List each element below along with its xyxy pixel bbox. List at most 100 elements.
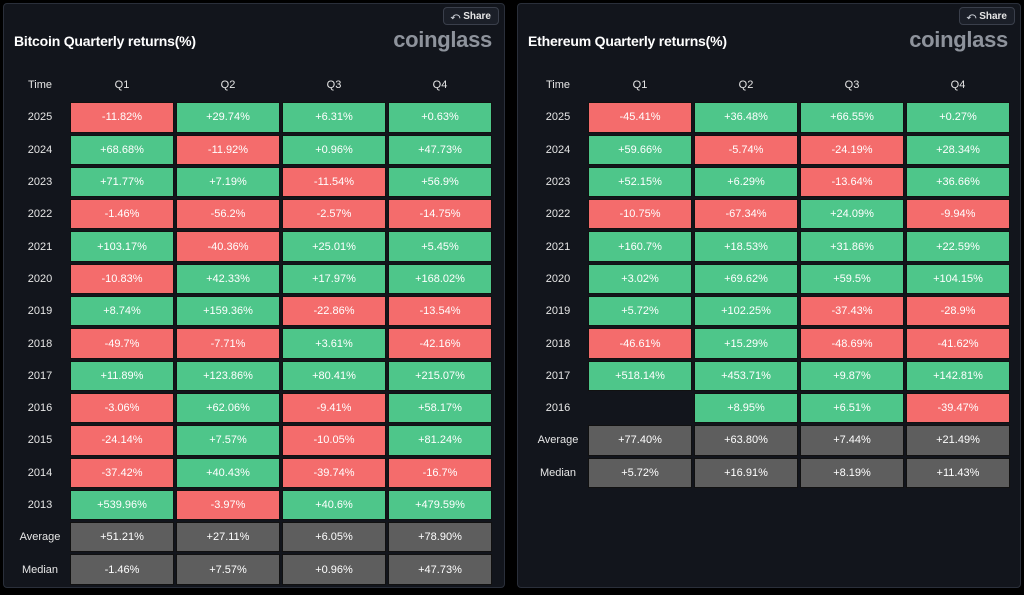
table-row: 2025 -45.41% +36.48% +66.55% +0.27%	[530, 102, 1010, 133]
year-label: 2019	[27, 305, 53, 318]
stat-cell: +16.91%	[694, 457, 798, 488]
return-cell: -11.92%	[176, 134, 280, 165]
return-cell: -13.64%	[800, 166, 904, 198]
table-row: 2021 +160.7% +18.53% +31.86% +22.59%	[530, 231, 1010, 262]
stat-row-average: Average +51.21% +27.11% +6.05% +78.90%	[12, 522, 492, 553]
return-cell: +142.81%	[906, 360, 1010, 391]
return-cell: +62.06%	[176, 392, 280, 424]
column-header-q2: Q2	[220, 79, 236, 92]
table-row: 2019 +5.72% +102.25% -37.43% -28.9%	[530, 296, 1010, 327]
return-cell: +6.51%	[800, 392, 904, 424]
table-row: 2022 -1.46% -56.2% -2.57% -14.75%	[12, 199, 492, 230]
return-cell: +24.09%	[800, 199, 904, 230]
coinglass-logo: coinglass	[909, 27, 1008, 52]
stat-cell: +27.11%	[176, 522, 280, 553]
return-cell: +59.66%	[588, 134, 692, 165]
column-header-q2: Q2	[738, 79, 754, 92]
stat-cell: +7.44%	[800, 425, 904, 456]
year-label: 2017	[27, 369, 53, 382]
return-cell: +5.45%	[388, 231, 492, 262]
stat-row-median: Median +5.72% +16.91% +8.19% +11.43%	[530, 457, 1010, 488]
return-cell: +479.59%	[388, 489, 492, 521]
share-label: Share	[979, 10, 1007, 22]
table-row: 2024 +59.66% -5.74% -24.19% +28.34%	[530, 134, 1010, 165]
return-cell: -56.2%	[176, 199, 280, 230]
table-row: 2020 +3.02% +69.62% +59.5% +104.15%	[530, 263, 1010, 295]
table-row: 2016 +8.95% +6.51% -39.47%	[530, 392, 1010, 424]
year-label: 2020	[27, 272, 53, 285]
return-cell: -14.75%	[388, 199, 492, 230]
year-label: 2015	[27, 434, 53, 447]
stat-cell: +63.80%	[694, 425, 798, 456]
year-label: 2025	[545, 111, 571, 124]
table-row: 2019 +8.74% +159.36% -22.86% -13.54%	[12, 296, 492, 327]
column-header-q4: Q4	[950, 79, 966, 92]
share-button[interactable]: ⤺ Share	[958, 7, 1015, 25]
table-row: 2025 -11.82% +29.74% +6.31% +0.63%	[12, 102, 492, 133]
stat-cell: +51.21%	[70, 522, 174, 553]
year-label: 2022	[545, 208, 571, 221]
return-cell: -49.7%	[70, 328, 174, 359]
return-cell: -11.82%	[70, 102, 174, 133]
return-cell: +3.61%	[282, 328, 386, 359]
return-cell: +59.5%	[800, 263, 904, 295]
year-label: 2021	[545, 240, 571, 253]
return-cell: +7.19%	[176, 166, 280, 198]
return-cell: -40.36%	[176, 231, 280, 262]
return-cell: -16.7%	[388, 457, 492, 488]
return-cell: -46.61%	[588, 328, 692, 359]
return-cell: +40.6%	[282, 489, 386, 521]
return-cell: +0.96%	[282, 134, 386, 165]
return-cell: -1.46%	[70, 199, 174, 230]
panel-title: Ethereum Quarterly returns(%)	[528, 33, 727, 49]
stat-cell: +5.72%	[588, 457, 692, 488]
return-cell: -42.16%	[388, 328, 492, 359]
return-cell: +56.9%	[388, 166, 492, 198]
return-cell: -3.06%	[70, 392, 174, 424]
panel-title: Bitcoin Quarterly returns(%)	[14, 33, 196, 49]
year-label: 2024	[27, 143, 53, 156]
return-cell: +6.31%	[282, 102, 386, 133]
return-cell: -24.19%	[800, 134, 904, 165]
return-cell: +31.86%	[800, 231, 904, 262]
stat-label: Average	[537, 434, 579, 447]
header-row: Time Q1 Q2 Q3 Q4	[530, 70, 1010, 100]
return-cell: -37.42%	[70, 457, 174, 488]
stat-cell: +0.96%	[282, 554, 386, 585]
return-cell: -2.57%	[282, 199, 386, 230]
return-cell: -10.75%	[588, 199, 692, 230]
share-button[interactable]: ⤺ Share	[442, 7, 499, 25]
table-row: 2014 -37.42% +40.43% -39.74% -16.7%	[12, 457, 492, 488]
return-cell: -13.54%	[388, 296, 492, 327]
return-cell: +42.33%	[176, 263, 280, 295]
column-header-time: Time	[545, 79, 571, 92]
year-label: 2023	[545, 176, 571, 189]
return-cell: +103.17%	[70, 231, 174, 262]
table-row: 2016 -3.06% +62.06% -9.41% +58.17%	[12, 392, 492, 424]
return-cell: -9.41%	[282, 392, 386, 424]
year-label: 2023	[27, 176, 53, 189]
return-cell: -48.69%	[800, 328, 904, 359]
coinglass-logo: coinglass	[393, 27, 492, 52]
return-cell: +40.43%	[176, 457, 280, 488]
return-cell: +123.86%	[176, 360, 280, 391]
share-icon: ⤺	[966, 10, 977, 21]
return-cell: +104.15%	[906, 263, 1010, 295]
return-cell: -11.54%	[282, 166, 386, 198]
table-row: 2013 +539.96% -3.97% +40.6% +479.59%	[12, 489, 492, 521]
stat-row-average: Average +77.40% +63.80% +7.44% +21.49%	[530, 425, 1010, 456]
return-cell: +18.53%	[694, 231, 798, 262]
table-row: 2023 +71.77% +7.19% -11.54% +56.9%	[12, 166, 492, 198]
return-cell: +22.59%	[906, 231, 1010, 262]
table-row: 2021 +103.17% -40.36% +25.01% +5.45%	[12, 231, 492, 262]
stat-label: Median	[21, 563, 59, 576]
year-label: 2014	[27, 466, 53, 479]
return-cell: -10.83%	[70, 263, 174, 295]
return-cell: +215.07%	[388, 360, 492, 391]
table-row: 2020 -10.83% +42.33% +17.97% +168.02%	[12, 263, 492, 295]
return-cell: -7.71%	[176, 328, 280, 359]
column-header-time: Time	[27, 79, 53, 92]
column-header-q1: Q1	[114, 79, 130, 92]
return-cell: +47.73%	[388, 134, 492, 165]
return-cell: +8.74%	[70, 296, 174, 327]
